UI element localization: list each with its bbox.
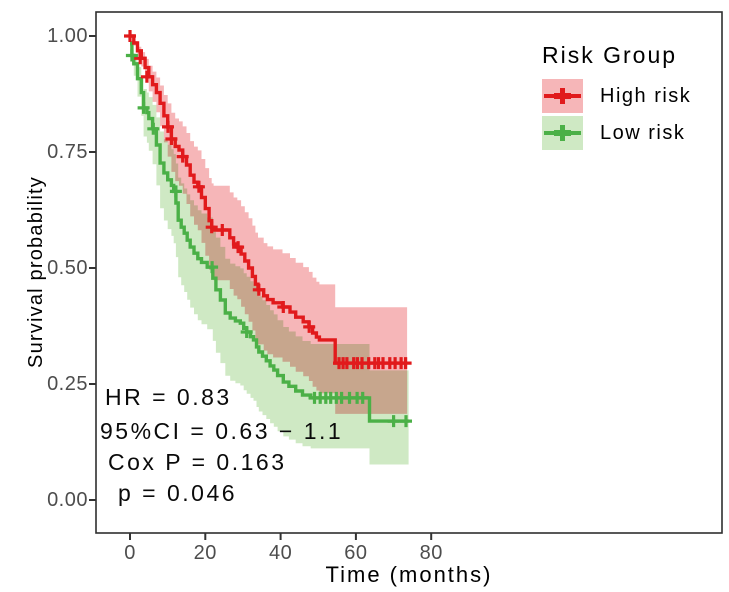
x-axis-tick-marks	[129, 533, 433, 540]
legend-key-plus-mark	[554, 93, 571, 99]
high-risk-ci-band	[130, 36, 408, 414]
y-tick-label: 0.25	[47, 373, 88, 395]
y-tick-label: 0.00	[47, 489, 88, 511]
legend-title: Risk Group	[542, 42, 678, 68]
annotation-ci: 95%CI = 0.63 − 1.1	[100, 418, 344, 444]
annotation-p: p = 0.046	[118, 480, 238, 506]
x-tick-label: 20	[193, 542, 217, 564]
legend-item-label: Low risk	[600, 122, 686, 144]
y-tick-label: 0.50	[47, 257, 88, 279]
annotation-coxp: Cox P = 0.163	[108, 449, 287, 475]
x-axis-title: Time (months)	[325, 562, 493, 587]
legend-item-high-risk: High risk	[542, 79, 691, 113]
low-risk-censor-marks	[125, 49, 412, 428]
legend-key-swatch	[542, 79, 583, 113]
legend-key-plus-mark	[554, 130, 571, 136]
x-tick-label: 60	[344, 542, 368, 564]
x-tick-label: 80	[419, 542, 443, 564]
x-tick-label: 0	[124, 542, 136, 564]
x-tick-label: 40	[268, 542, 293, 564]
legend: Risk Group High risk Low risk	[542, 42, 691, 153]
legend-items: High risk Low risk	[542, 79, 691, 150]
y-axis-tick-marks	[89, 35, 96, 501]
y-tick-label: 1.00	[47, 25, 88, 47]
panel-border	[95, 11, 723, 534]
legend-item-low-risk: Low risk	[542, 116, 691, 150]
legend-key-swatch	[542, 116, 583, 150]
annotation-hr: HR = 0.83	[105, 384, 232, 410]
legend-item-label: High risk	[600, 85, 692, 107]
high-risk-censor-marks	[124, 30, 412, 370]
y-tick-label: 0.75	[47, 141, 88, 163]
